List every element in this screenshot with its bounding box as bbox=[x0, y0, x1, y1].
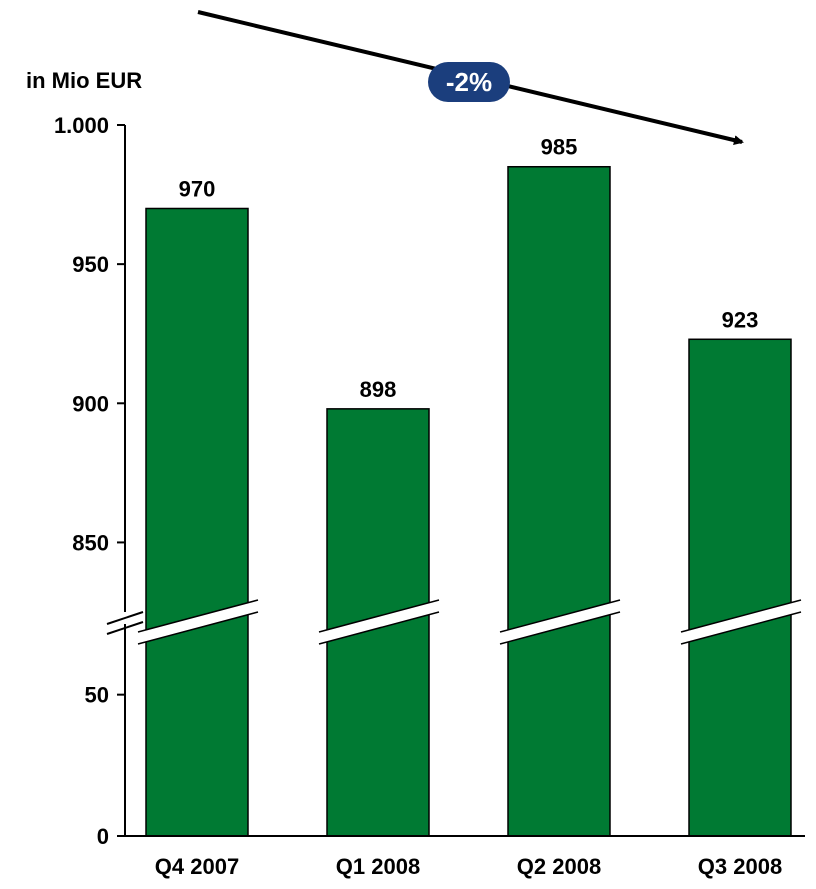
unit-label: in Mio EUR bbox=[26, 68, 142, 93]
bar-break-0 bbox=[138, 600, 258, 644]
x-labels-group: Q4 2007 Q1 2008 Q2 2008 Q3 2008 bbox=[155, 854, 782, 879]
bar-break-line-top-3 bbox=[680, 599, 802, 633]
data-label-0: 970 bbox=[179, 176, 216, 201]
data-label-2: 985 bbox=[541, 135, 578, 160]
category-label-1: Q1 2008 bbox=[336, 854, 420, 879]
y-tick-label-900: 900 bbox=[72, 391, 109, 416]
y-tick-label-1000: 1.000 bbox=[54, 113, 109, 138]
data-label-1: 898 bbox=[360, 377, 397, 402]
bar-break-line-bottom-3 bbox=[680, 611, 802, 645]
y-tick-label-50: 50 bbox=[85, 683, 109, 708]
axis-break-marks bbox=[106, 599, 802, 645]
trend-badge bbox=[428, 62, 510, 102]
bar-3 bbox=[688, 338, 792, 837]
bar-break-2 bbox=[500, 600, 620, 644]
trend-badge-label: -2% bbox=[446, 67, 492, 97]
category-label-0: Q4 2007 bbox=[155, 854, 239, 879]
category-label-2: Q2 2008 bbox=[517, 854, 601, 879]
y-ticks-group: 850 900 950 1.000 0 50 bbox=[54, 113, 125, 849]
category-label-3: Q3 2008 bbox=[698, 854, 782, 879]
bar-break-3 bbox=[681, 600, 801, 644]
data-label-3: 923 bbox=[722, 307, 759, 332]
y-tick-label-0: 0 bbox=[97, 824, 109, 849]
bar-break-line-bottom-1 bbox=[318, 611, 440, 645]
bar-2 bbox=[507, 165, 611, 837]
bar-0 bbox=[145, 207, 249, 837]
bar-break-line-bottom-2 bbox=[499, 611, 621, 645]
y-tick-label-950: 950 bbox=[72, 252, 109, 277]
bar-break-line-top-2 bbox=[499, 599, 621, 633]
bar-break-line-top-1 bbox=[318, 599, 440, 633]
bar-break-line-bottom-0 bbox=[137, 611, 259, 645]
bar-break-1 bbox=[319, 600, 439, 644]
y-tick-label-850: 850 bbox=[72, 530, 109, 555]
bars-group: 970 898 985 923 bbox=[145, 135, 792, 837]
axis-break-mark-top bbox=[106, 611, 144, 625]
bar-break-line-top-0 bbox=[137, 599, 259, 633]
